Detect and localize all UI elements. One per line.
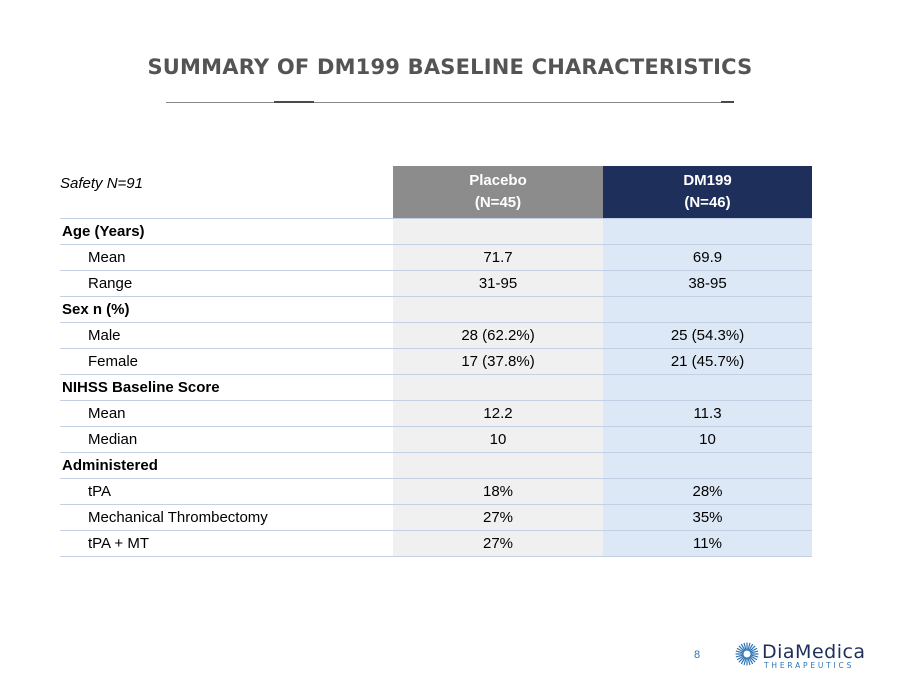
placebo-cell — [393, 296, 603, 323]
placebo-cell: 12.2 — [393, 400, 603, 427]
table-row: Female 17 (37.8%) 21 (45.7%) — [60, 348, 812, 375]
company-logo-subtitle: THERAPEUTICS — [764, 661, 855, 670]
row-label: Mean — [60, 244, 393, 271]
table-row: Mean 12.2 11.3 — [60, 400, 812, 427]
row-label: Age (Years) — [60, 218, 393, 245]
dm199-column-n: (N=46) — [684, 194, 731, 211]
placebo-cell: 17 (37.8%) — [393, 348, 603, 375]
table-row: Mean 71.7 69.9 — [60, 244, 812, 271]
population-label: Safety N=91 — [60, 166, 393, 219]
dm199-column-header: DM199 (N=46) — [603, 166, 812, 219]
dm199-cell: 69.9 — [603, 244, 812, 271]
table-row: tPA 18% 28% — [60, 478, 812, 505]
dm199-cell: 28% — [603, 478, 812, 505]
table-row: Male 28 (62.2%) 25 (54.3%) — [60, 322, 812, 349]
placebo-column-header: Placebo (N=45) — [393, 166, 603, 219]
row-label: Mean — [60, 400, 393, 427]
sunburst-logo-icon — [735, 642, 759, 666]
table-row: Range 31-95 38-95 — [60, 270, 812, 297]
row-label: NIHSS Baseline Score — [60, 374, 393, 401]
dm199-cell — [603, 218, 812, 245]
row-label: Sex n (%) — [60, 296, 393, 323]
dm199-cell: 11% — [603, 530, 812, 557]
dm199-cell: 35% — [603, 504, 812, 531]
dm199-cell — [603, 296, 812, 323]
dm199-cell — [603, 452, 812, 479]
dm199-cell: 25 (54.3%) — [603, 322, 812, 349]
row-label: Female — [60, 348, 393, 375]
dm199-cell: 11.3 — [603, 400, 812, 427]
table-section-row: Sex n (%) — [60, 296, 812, 323]
page-number: 8 — [694, 649, 701, 661]
table-section-row: Administered — [60, 452, 812, 479]
slide-title: SUMMARY OF DM199 BASELINE CHARACTERISTIC… — [147, 55, 753, 79]
placebo-column-n: (N=45) — [474, 194, 522, 211]
company-logo-name: DiaMedica — [762, 641, 866, 663]
title-underline-accent-right — [721, 101, 734, 103]
row-label: Mechanical Thrombectomy — [60, 504, 393, 531]
title-underline-accent-left — [274, 101, 314, 103]
table-section-row: NIHSS Baseline Score — [60, 374, 812, 401]
row-label: Male — [60, 322, 393, 349]
placebo-cell — [393, 218, 603, 245]
dm199-cell — [603, 374, 812, 401]
table-row: Mechanical Thrombectomy 27% 35% — [60, 504, 812, 531]
row-label: Median — [60, 426, 393, 453]
row-label: tPA + MT — [60, 530, 393, 557]
placebo-column-name: Placebo — [469, 172, 527, 189]
placebo-cell: 10 — [393, 426, 603, 453]
row-label: Range — [60, 270, 393, 297]
placebo-cell — [393, 374, 603, 401]
placebo-cell — [393, 452, 603, 479]
dm199-cell: 38-95 — [603, 270, 812, 297]
table-row: tPA + MT 27% 11% — [60, 530, 812, 557]
placebo-cell: 71.7 — [393, 244, 603, 271]
row-label: Administered — [60, 452, 393, 479]
placebo-cell: 31-95 — [393, 270, 603, 297]
table-row: Median 10 10 — [60, 426, 812, 453]
row-label: tPA — [60, 478, 393, 505]
table-section-row: Age (Years) — [60, 218, 812, 245]
dm199-cell: 10 — [603, 426, 812, 453]
dm199-cell: 21 (45.7%) — [603, 348, 812, 375]
placebo-cell: 28 (62.2%) — [393, 322, 603, 349]
placebo-cell: 27% — [393, 504, 603, 531]
table-header-row: Safety N=91 Placebo (N=45) DM199 (N=46) — [60, 166, 812, 219]
baseline-characteristics-table: Safety N=91 Placebo (N=45) DM199 (N=46) … — [60, 166, 812, 557]
placebo-cell: 18% — [393, 478, 603, 505]
dm199-column-name: DM199 — [683, 172, 732, 189]
placebo-cell: 27% — [393, 530, 603, 557]
title-underline — [166, 102, 733, 103]
